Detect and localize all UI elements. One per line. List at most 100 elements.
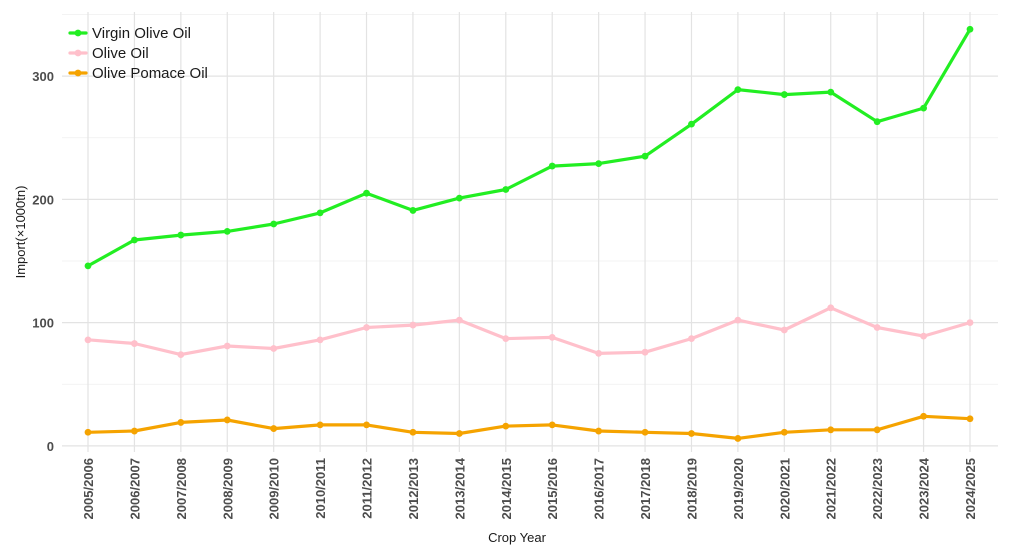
x-tick-label: 2018/2019: [684, 458, 699, 519]
data-point: [363, 421, 370, 429]
data-point: [966, 415, 974, 423]
data-point: [920, 412, 927, 420]
data-point: [502, 335, 510, 343]
data-point: [270, 220, 278, 228]
series-line: [86, 27, 972, 268]
legend-swatch-point: [74, 49, 82, 57]
grid: [62, 12, 998, 452]
y-axis-title: Import(×1000tn): [13, 186, 28, 279]
data-point: [409, 428, 417, 436]
data-point: [177, 419, 185, 426]
series-virgin-olive-oil: [84, 25, 974, 270]
data-point: [316, 336, 324, 344]
data-point: [595, 350, 603, 357]
series-layer: [84, 25, 974, 442]
data-point: [131, 340, 138, 347]
data-point: [131, 427, 138, 435]
data-point: [455, 430, 463, 437]
data-point: [734, 86, 742, 94]
x-axis: 2005/2006 2006/2007 2007/2008 2008/2009 2009…: [81, 457, 978, 519]
legend-swatch-point: [74, 29, 82, 37]
data-point: [363, 324, 370, 331]
x-tick-label: 2014/2015: [499, 458, 514, 519]
data-point: [873, 324, 881, 331]
data-point: [827, 304, 835, 312]
data-point: [223, 342, 231, 350]
data-point: [827, 426, 835, 434]
data-point: [827, 88, 835, 96]
x-tick-label: 2005/2006: [81, 458, 96, 519]
data-point: [688, 335, 695, 343]
data-point: [84, 428, 92, 436]
x-tick-label: 2011/2012: [360, 458, 375, 519]
data-point: [920, 104, 927, 112]
legend-swatch-point: [74, 69, 82, 77]
data-point: [688, 120, 695, 128]
legend-label: Olive Pomace Oil: [92, 65, 208, 82]
data-point: [548, 162, 556, 170]
legend-label: Olive Oil: [92, 45, 149, 62]
y-tick-label: 100: [32, 316, 54, 331]
data-point: [455, 194, 463, 202]
x-tick-label: 2010/2011: [313, 458, 328, 519]
data-point: [316, 209, 324, 217]
x-tick-label: 2021/2022: [824, 458, 839, 519]
series-line: [86, 306, 972, 357]
x-tick-label: 2020/2021: [777, 458, 792, 519]
y-tick-label: 200: [32, 192, 54, 207]
legend-item: Virgin Olive Oil: [68, 25, 191, 42]
legend-item: Olive Pomace Oil: [68, 65, 208, 82]
data-point: [734, 316, 742, 324]
data-point: [873, 118, 881, 126]
x-tick-label: 2016/2017: [592, 458, 607, 519]
data-point: [641, 428, 649, 436]
data-point: [548, 333, 556, 341]
x-tick-label: 2009/2010: [267, 458, 282, 519]
legend-item: Olive Oil: [68, 45, 149, 62]
data-point: [966, 319, 974, 326]
x-tick-label: 2015/2016: [545, 458, 560, 519]
data-point: [409, 207, 417, 214]
data-point: [131, 236, 138, 244]
data-point: [641, 152, 649, 160]
series-olive-oil: [84, 304, 974, 359]
data-point: [223, 416, 231, 424]
legend-label: Virgin Olive Oil: [92, 25, 191, 42]
data-point: [780, 326, 788, 334]
data-point: [873, 426, 881, 434]
data-point: [316, 421, 324, 429]
data-point: [177, 231, 185, 239]
y-tick-label: 0: [47, 439, 54, 454]
data-point: [502, 422, 510, 430]
data-point: [920, 332, 927, 340]
data-point: [688, 430, 695, 437]
legend: Virgin Olive Oil Olive Oil Olive Pomace Oi…: [68, 25, 208, 82]
data-point: [270, 425, 278, 432]
data-point: [409, 321, 417, 329]
data-point: [595, 427, 603, 435]
x-tick-label: 2022/2023: [870, 458, 885, 519]
y-tick-label: 300: [32, 69, 54, 84]
data-point: [84, 336, 92, 344]
data-point: [363, 189, 370, 197]
data-point: [270, 345, 278, 352]
x-tick-label: 2017/2018: [638, 458, 653, 519]
data-point: [780, 91, 788, 98]
data-point: [84, 262, 92, 270]
data-point: [780, 428, 788, 436]
data-point: [734, 435, 742, 442]
data-point: [966, 25, 974, 33]
x-tick-label: 2024/2025: [963, 458, 978, 519]
series-line: [86, 414, 972, 440]
data-point: [455, 316, 463, 324]
series-olive-pomace-oil: [84, 412, 974, 442]
data-point: [502, 186, 510, 193]
x-tick-label: 2012/2013: [406, 458, 421, 519]
x-tick-label: 2006/2007: [127, 458, 142, 519]
x-tick-label: 2007/2008: [174, 458, 189, 519]
x-tick-label: 2008/2009: [220, 458, 235, 519]
y-axis: 0 100 200 300: [32, 69, 54, 454]
data-point: [223, 227, 231, 235]
